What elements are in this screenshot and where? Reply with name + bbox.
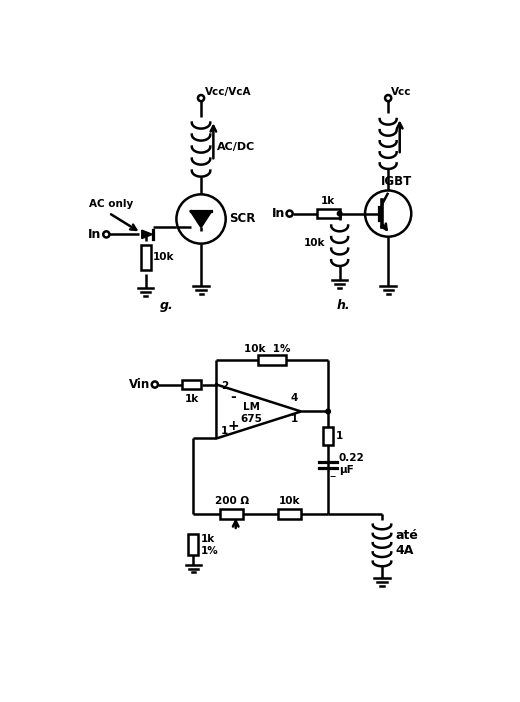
Text: 200 Ω: 200 Ω — [215, 496, 249, 506]
Text: g.: g. — [160, 299, 173, 312]
Bar — [182, 380, 201, 389]
Text: 10k: 10k — [304, 238, 326, 248]
Text: até
4A: até 4A — [396, 529, 419, 557]
Bar — [188, 534, 198, 555]
Text: IGBT: IGBT — [381, 175, 412, 187]
Text: 10k: 10k — [279, 496, 301, 506]
Text: LM
675: LM 675 — [240, 402, 262, 424]
Bar — [140, 245, 151, 270]
Circle shape — [103, 232, 109, 237]
Bar — [220, 509, 243, 519]
Polygon shape — [191, 211, 211, 227]
Text: In: In — [88, 228, 102, 241]
Circle shape — [152, 381, 158, 388]
Text: In: In — [271, 207, 285, 220]
Text: AC/DC: AC/DC — [216, 142, 255, 152]
Bar — [278, 509, 301, 519]
Text: AC only: AC only — [89, 199, 134, 208]
Text: 10k  1%: 10k 1% — [244, 344, 291, 354]
Text: 1: 1 — [290, 414, 297, 424]
Text: Vcc/VcA: Vcc/VcA — [205, 86, 251, 97]
Bar — [323, 427, 333, 445]
Text: 10k: 10k — [153, 253, 175, 263]
Text: 1k: 1k — [321, 196, 335, 206]
Text: 2: 2 — [221, 381, 228, 391]
Text: 1k
1%: 1k 1% — [201, 534, 219, 555]
Text: +: + — [228, 419, 239, 433]
Circle shape — [326, 409, 330, 413]
Text: 0.22
μF: 0.22 μF — [339, 453, 365, 475]
Bar — [258, 355, 286, 364]
Text: 4: 4 — [290, 392, 298, 403]
Circle shape — [287, 211, 293, 217]
Circle shape — [385, 95, 391, 101]
Text: Vin: Vin — [129, 378, 150, 391]
Circle shape — [198, 95, 204, 101]
Text: h.: h. — [336, 299, 350, 312]
Text: SCR: SCR — [229, 213, 255, 225]
Text: –: – — [330, 470, 336, 483]
Bar — [317, 209, 340, 218]
Text: 1: 1 — [336, 431, 343, 441]
Text: 1k: 1k — [185, 394, 199, 404]
Text: 1: 1 — [221, 426, 228, 436]
Circle shape — [337, 211, 342, 216]
Text: -: - — [230, 390, 236, 404]
Text: Vcc: Vcc — [391, 86, 412, 97]
Polygon shape — [142, 230, 152, 239]
